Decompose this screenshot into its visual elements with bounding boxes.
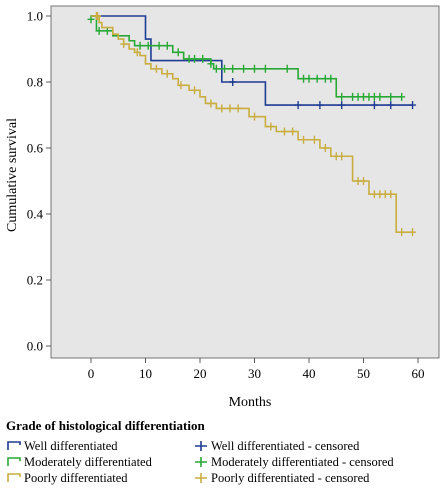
- censored-mark: [338, 92, 346, 101]
- censored-mark: [218, 104, 226, 113]
- x-tick-label: 50: [357, 366, 370, 381]
- censored-mark: [229, 78, 237, 86]
- legend-censored-swatch: [195, 473, 207, 483]
- censored-mark: [144, 41, 152, 50]
- legend-censored-label: Well differentiated - censored: [211, 439, 360, 453]
- censored-mark: [327, 74, 335, 83]
- censored-mark: [191, 54, 199, 63]
- series-1: [91, 15, 417, 110]
- x-tick-label: 40: [303, 366, 316, 381]
- legend-line-swatch: [7, 473, 21, 482]
- censored-mark: [120, 40, 128, 49]
- censored-mark: [376, 92, 384, 101]
- censored-mark: [212, 64, 220, 73]
- legend-line-swatch: [7, 457, 21, 466]
- censored-mark: [387, 101, 395, 110]
- legend: Well differentiated Well differentiated -…: [7, 439, 394, 485]
- censored-mark: [152, 64, 160, 73]
- censored-mark: [133, 48, 141, 57]
- axes: 0 10 20 30 40 50 60 0.0 0.2 0.4 0.6 0.8 1.0: [27, 9, 425, 382]
- censored-mark: [310, 135, 318, 144]
- x-axis-label: Months: [229, 395, 272, 410]
- x-tick-label: 60: [412, 366, 425, 381]
- legend-censored-label: Poorly differentiated - censored: [211, 471, 370, 485]
- legend-censored-swatch: [195, 457, 207, 467]
- y-tick-label: 0.0: [27, 339, 43, 354]
- legend-label: Well differentiated: [24, 439, 118, 453]
- censored-mark: [387, 190, 395, 199]
- legend-label: Moderately differentiated: [24, 455, 153, 469]
- censored-mark: [338, 152, 346, 161]
- censored-mark: [155, 41, 163, 50]
- censored-mark: [251, 64, 258, 73]
- x-tick-label: 30: [248, 366, 261, 381]
- censored-mark: [321, 144, 329, 152]
- censored-mark: [207, 59, 215, 68]
- censored-mark: [177, 81, 185, 90]
- censored-mark: [267, 122, 275, 131]
- legend-line-swatch: [7, 441, 21, 450]
- censored-mark: [294, 101, 302, 110]
- censored-mark: [398, 228, 406, 237]
- censored-mark: [136, 41, 144, 50]
- censored-mark: [163, 69, 171, 78]
- legend-censored-label: Moderately differentiated - censored: [211, 455, 394, 469]
- censored-mark: [360, 177, 367, 185]
- series-3: [91, 12, 417, 237]
- censored-mark: [280, 127, 288, 136]
- censored-mark: [174, 48, 182, 57]
- legend-title: Grade of histological differentiation: [6, 418, 205, 433]
- y-tick-label: 0.2: [27, 273, 43, 288]
- y-tick-label: 0.4: [27, 207, 44, 222]
- legend-censored-swatch: [195, 441, 207, 451]
- censored-mark: [261, 64, 269, 73]
- censored-mark: [251, 112, 258, 121]
- y-tick-label: 1.0: [27, 9, 43, 24]
- x-tick-label: 20: [194, 366, 207, 381]
- censored-mark: [191, 86, 199, 95]
- censored-mark: [338, 101, 346, 110]
- censored-mark: [300, 135, 308, 144]
- censored-mark: [240, 64, 248, 73]
- censored-mark: [370, 101, 378, 110]
- censored-mark: [305, 74, 313, 83]
- x-tick-label: 0: [88, 366, 95, 381]
- censored-mark: [283, 64, 291, 73]
- y-tick-label: 0.6: [27, 141, 44, 156]
- series-layer: [87, 12, 417, 237]
- censored-mark: [313, 74, 321, 83]
- censored-mark: [316, 101, 324, 110]
- censored-mark: [207, 99, 215, 108]
- y-tick-label: 0.8: [27, 75, 43, 90]
- censored-mark: [226, 104, 234, 113]
- censored-mark: [398, 92, 406, 101]
- censored-mark: [229, 64, 237, 73]
- survival-curve: [91, 15, 413, 106]
- censored-mark: [199, 54, 207, 63]
- legend-label: Poorly differentiated: [24, 471, 128, 485]
- x-tick-label: 10: [139, 366, 152, 381]
- censored-mark: [221, 64, 229, 73]
- censored-mark: [409, 101, 417, 110]
- censored-mark: [387, 92, 395, 101]
- censored-mark: [409, 228, 417, 237]
- censored-mark: [163, 41, 171, 50]
- censored-mark: [94, 12, 102, 20]
- censored-mark: [95, 26, 103, 35]
- y-axis-label: Cumulative survival: [5, 118, 20, 232]
- censored-mark: [234, 104, 242, 113]
- plot-area: [50, 5, 440, 359]
- censored-mark: [289, 127, 297, 136]
